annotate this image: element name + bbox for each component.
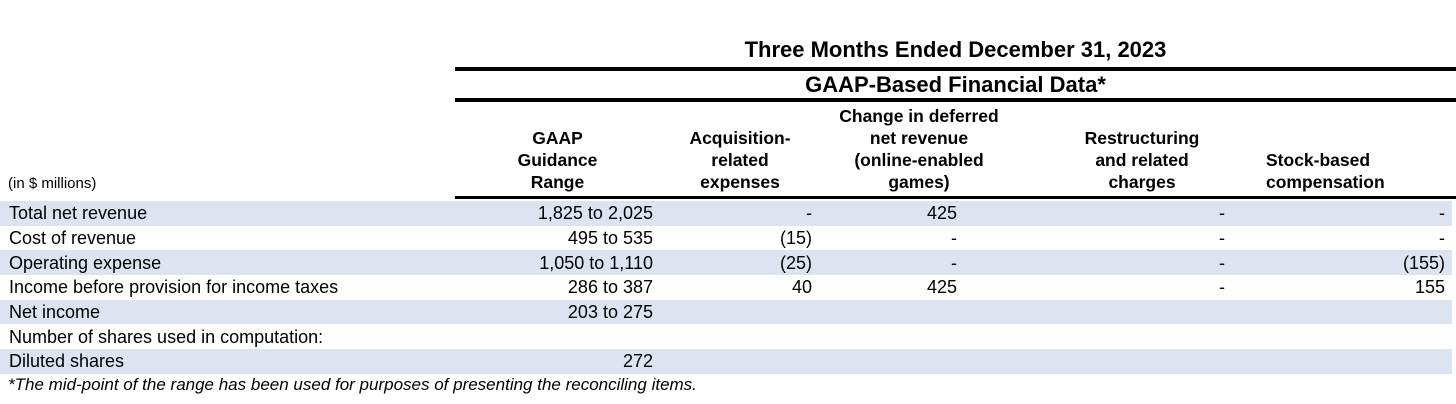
page-subtitle: GAAP-Based Financial Data* (805, 72, 1106, 97)
cell-value: - (1219, 277, 1225, 298)
subtitle-underline (455, 98, 1456, 102)
table-row-operating-expense: Operating expense 1,050 to 1,110 (25) - … (0, 250, 1452, 276)
table-body: Total net revenue 1,825 to 2,025 - 425 -… (0, 201, 1452, 374)
cell-value: 425 (926, 203, 957, 224)
table-row-diluted-shares: Diluted shares 272 (0, 349, 1452, 374)
cell-value: - (806, 203, 812, 224)
cell-value: (25) (779, 252, 812, 273)
row-label: Number of shares used in computation: (9, 326, 324, 347)
row-label: Diluted shares (9, 351, 125, 372)
column-header-restructuring-and-related-charges: Restructuring and related charges (1084, 128, 1200, 192)
cell-value: 425 (926, 277, 957, 298)
cell-value: 1,050 to 1,110 (539, 252, 653, 273)
header-underline (455, 196, 1456, 199)
cell-value: 286 to 387 (567, 277, 653, 298)
table-row-cost-of-revenue: Cost of revenue 495 to 535 (15) - - - (0, 226, 1452, 251)
cell-value: - (1439, 228, 1445, 249)
page-title: Three Months Ended December 31, 2023 (744, 37, 1167, 62)
row-label: Operating expense (9, 252, 162, 273)
cell-value: - (951, 228, 957, 249)
units-note: (in $ millions) (8, 175, 97, 192)
row-label: Cost of revenue (9, 228, 137, 249)
cell-value: (15) (779, 228, 812, 249)
cell-value: - (1219, 228, 1225, 249)
cell-value: - (1219, 252, 1225, 273)
title-underline (455, 67, 1456, 71)
column-header-acquisition-related-expenses: Acquisition- related expenses (689, 128, 791, 192)
column-header-row: (in $ millions) GAAP Guidance Range Acqu… (0, 100, 1452, 195)
footnote: *The mid-point of the range has been use… (8, 375, 697, 394)
table-row-net-income: Net income 203 to 275 (0, 299, 1452, 325)
column-header-change-in-deferred-net-revenue: Change in deferred net revenue (online-e… (839, 106, 999, 192)
cell-value: 1,825 to 2,025 (537, 203, 653, 224)
column-header-gaap-guidance-range: GAAP Guidance Range (517, 128, 598, 192)
cell-value: (155) (1402, 252, 1445, 273)
table-row-number-of-shares: Number of shares used in computation: (0, 324, 1452, 349)
cell-value: 495 to 535 (567, 228, 653, 249)
row-label: Income before provision for income taxes (9, 277, 339, 298)
cell-value: 40 (791, 277, 812, 298)
cell-value: 203 to 275 (567, 302, 653, 323)
cell-value: - (1219, 203, 1225, 224)
cell-value: 272 (622, 351, 653, 372)
table-row-income-before-provision: Income before provision for income taxes… (0, 275, 1452, 300)
cell-value: - (951, 252, 957, 273)
cell-value: - (1439, 203, 1445, 224)
row-label: Net income (9, 302, 101, 323)
row-label: Total net revenue (9, 203, 148, 224)
cell-value: 155 (1414, 277, 1445, 298)
table-row-total-net-revenue: Total net revenue 1,825 to 2,025 - 425 -… (0, 201, 1452, 226)
column-header-stock-based-compensation: Stock-based compensation (1266, 150, 1385, 192)
